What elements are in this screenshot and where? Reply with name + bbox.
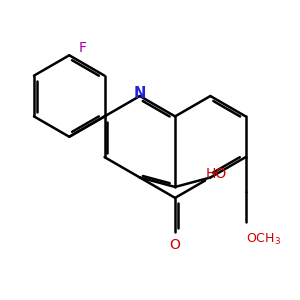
Text: HO: HO [206,167,227,181]
Text: F: F [79,40,87,55]
Text: N: N [134,86,146,101]
Text: O: O [170,238,181,252]
Text: OCH$_3$: OCH$_3$ [246,232,280,247]
